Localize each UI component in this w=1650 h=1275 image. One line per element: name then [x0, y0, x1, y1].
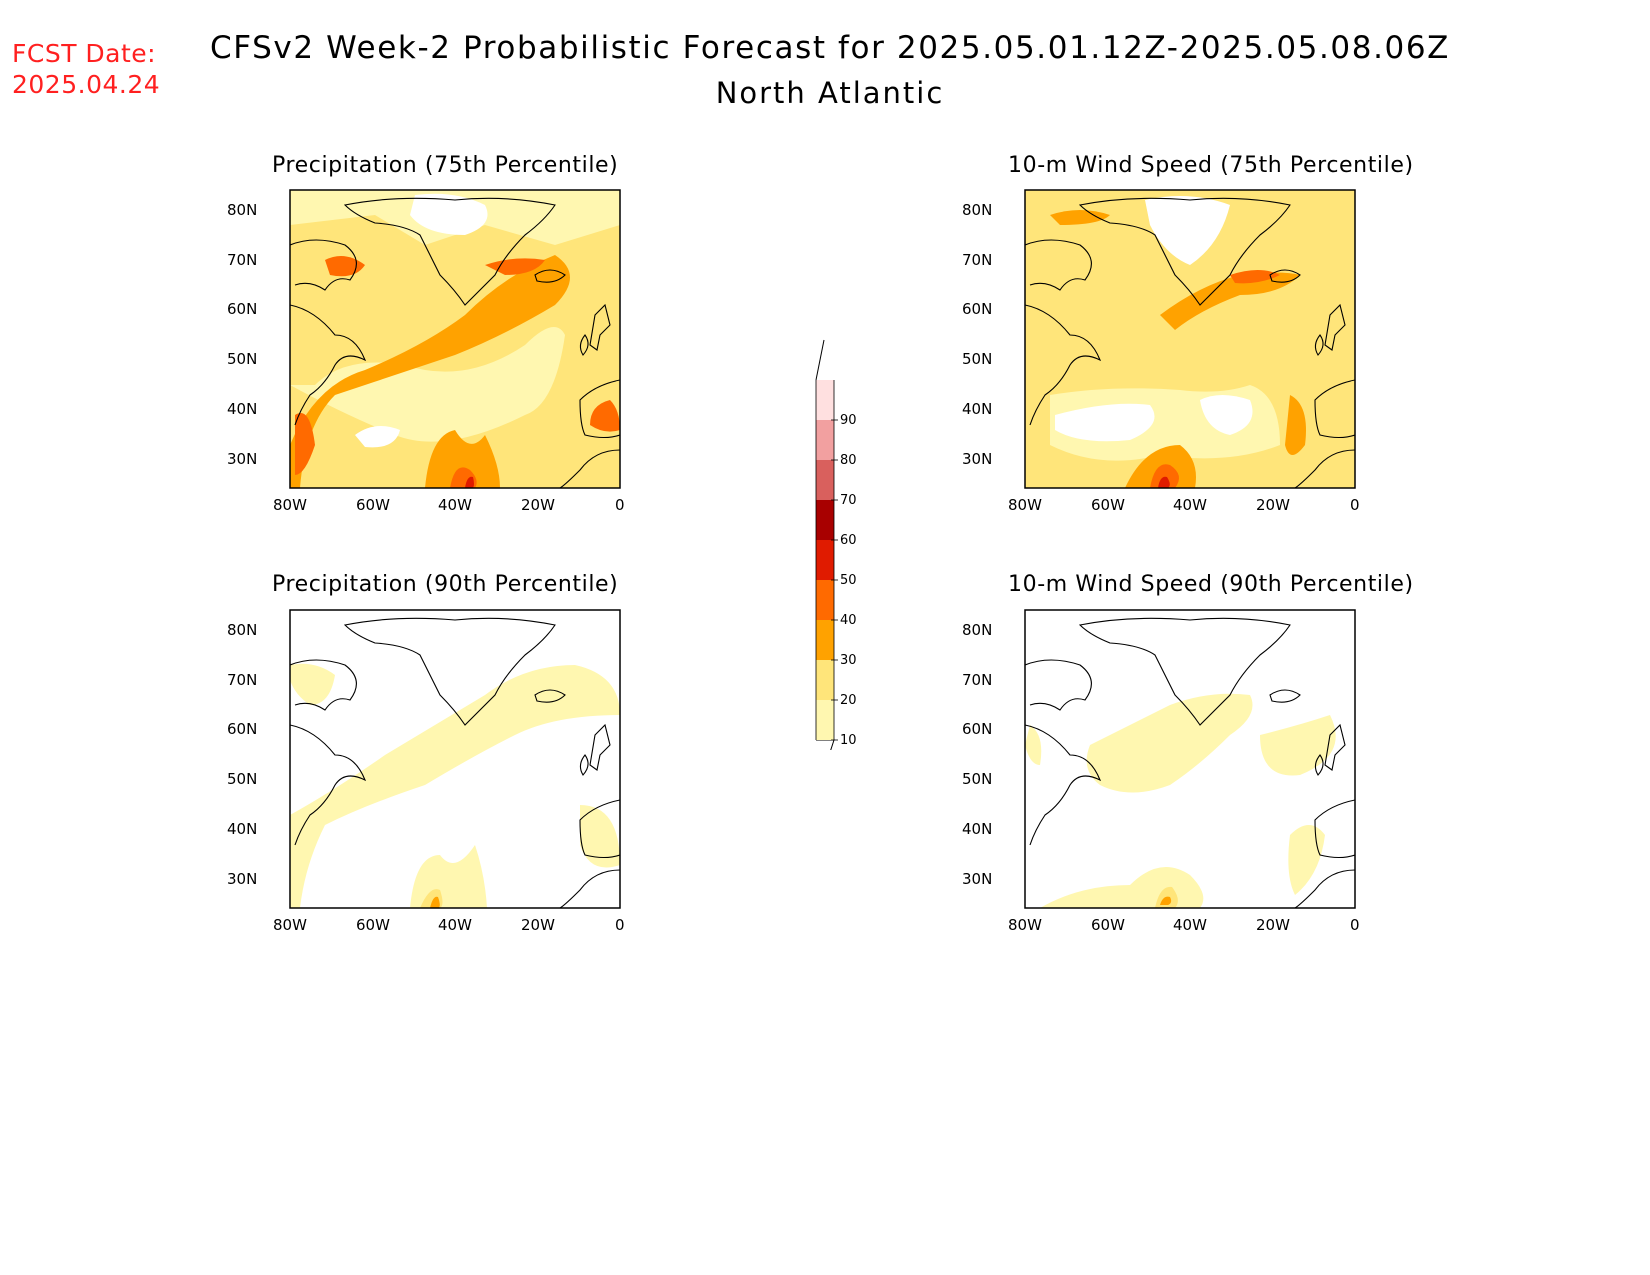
map-precip-75: 80N 70N 60N 50N 40N 30N 80W 60W 40W 20W …	[225, 185, 645, 520]
lat-tick: 50N	[962, 350, 992, 368]
lat-tick: 40N	[962, 400, 992, 418]
colorbar-label: 10	[840, 733, 857, 748]
colorbar-swatch	[816, 700, 834, 740]
lat-tick: 50N	[227, 770, 257, 788]
lon-tick: 20W	[1256, 496, 1290, 514]
lon-tick: 60W	[356, 496, 390, 514]
colorbar-label: 20	[840, 693, 857, 708]
colorbar-swatch	[816, 540, 834, 580]
colorbar-swatch	[816, 500, 834, 540]
colorbar-swatch	[816, 580, 834, 620]
lat-tick: 80N	[962, 201, 992, 219]
colorbar-label: 90	[840, 413, 857, 428]
lon-tick: 40W	[438, 496, 472, 514]
colorbar-swatch	[816, 620, 834, 660]
lat-tick: 40N	[227, 820, 257, 838]
lon-tick: 80W	[1008, 496, 1042, 514]
colorbar-top-tip	[815, 339, 825, 381]
colorbar-label: 40	[840, 613, 857, 628]
lat-tick: 70N	[962, 671, 992, 689]
panel-title-wind-90: 10-m Wind Speed (90th Percentile)	[1008, 572, 1414, 597]
colorbar-label: 50	[840, 573, 857, 588]
lon-tick: 40W	[1173, 916, 1207, 934]
lat-tick: 30N	[227, 870, 257, 888]
panel-title-wind-75: 10-m Wind Speed (75th Percentile)	[1008, 153, 1414, 178]
lat-tick: 80N	[227, 621, 257, 639]
lat-tick: 40N	[962, 820, 992, 838]
lat-tick: 50N	[227, 350, 257, 368]
lon-tick: 0	[615, 496, 625, 514]
lat-tick: 70N	[227, 251, 257, 269]
lon-tick: 60W	[1091, 496, 1125, 514]
lon-tick: 60W	[356, 916, 390, 934]
colorbar-swatch	[816, 660, 834, 700]
colorbar-label: 80	[840, 453, 857, 468]
lon-tick: 80W	[1008, 916, 1042, 934]
colorbar-outline	[815, 380, 835, 740]
lat-tick: 50N	[962, 770, 992, 788]
lon-tick: 80W	[273, 916, 307, 934]
lon-tick: 80W	[273, 496, 307, 514]
page-subtitle: North Atlantic	[715, 76, 945, 110]
lat-tick: 70N	[962, 251, 992, 269]
forecast-date-value: 2025.04.24	[12, 70, 161, 99]
lon-tick: 20W	[1256, 916, 1290, 934]
map-wind-90: 80N 70N 60N 50N 40N 30N 80W 60W 40W 20W …	[960, 605, 1380, 940]
lon-tick: 40W	[438, 916, 472, 934]
lat-tick: 60N	[962, 720, 992, 738]
lon-tick: 0	[615, 916, 625, 934]
colorbar-label: 60	[840, 533, 857, 548]
forecast-date: FCST Date: 2025.04.24	[12, 38, 160, 100]
panel-title-precip-75: Precipitation (75th Percentile)	[272, 153, 619, 178]
lon-tick: 40W	[1173, 496, 1207, 514]
lon-tick: 20W	[521, 916, 555, 934]
colorbar-bottom-tip	[816, 739, 835, 781]
lat-tick: 30N	[227, 450, 257, 468]
lat-tick: 80N	[227, 201, 257, 219]
colorbar-swatch	[816, 380, 834, 420]
lon-tick: 0	[1350, 916, 1360, 934]
lat-tick: 60N	[227, 300, 257, 318]
colorbar-swatch	[816, 420, 834, 460]
lat-tick: 60N	[227, 720, 257, 738]
map-precip-90: 80N 70N 60N 50N 40N 30N 80W 60W 40W 20W …	[225, 605, 645, 940]
forecast-date-label: FCST Date:	[12, 39, 157, 68]
colorbar: 10 20 30 40 50 60 70 80 90	[800, 330, 880, 781]
colorbar-swatch	[816, 460, 834, 500]
panel-title-precip-90: Precipitation (90th Percentile)	[272, 572, 619, 597]
lat-tick: 70N	[227, 671, 257, 689]
lat-tick: 60N	[962, 300, 992, 318]
colorbar-label: 70	[840, 493, 857, 508]
page-title: CFSv2 Week-2 Probabilistic Forecast for …	[209, 30, 1451, 66]
lat-tick: 30N	[962, 870, 992, 888]
map-wind-75: 80N 70N 60N 50N 40N 30N 80W 60W 40W 20W …	[960, 185, 1380, 520]
lon-tick: 60W	[1091, 916, 1125, 934]
lat-tick: 80N	[962, 621, 992, 639]
colorbar-label: 30	[840, 653, 857, 668]
lon-tick: 20W	[521, 496, 555, 514]
lon-tick: 0	[1350, 496, 1360, 514]
lat-tick: 40N	[227, 400, 257, 418]
lat-tick: 30N	[962, 450, 992, 468]
